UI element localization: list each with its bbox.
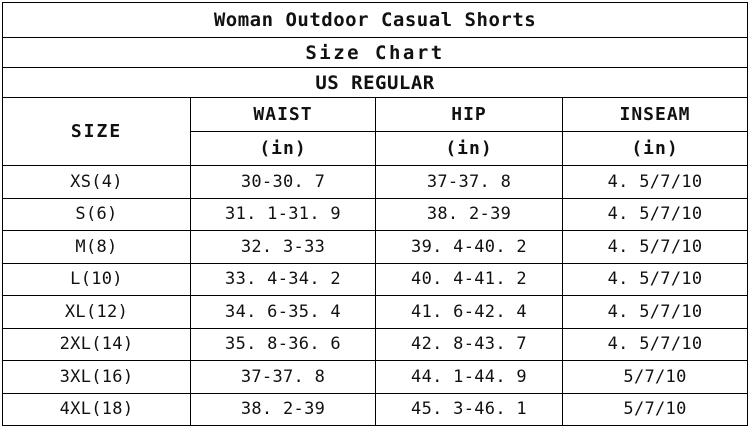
cell-inseam: 4. 5/7/10 — [561, 295, 749, 329]
cell-hip: 40. 4-41. 2 — [375, 262, 563, 296]
cell-inseam: 5/7/10 — [561, 392, 749, 426]
table-row: 3XL(16) 37-37. 8 44. 1-44. 9 5/7/10 — [2, 360, 749, 394]
header-row-units: (in) (in) (in) — [3, 131, 749, 166]
cell-hip: 38. 2-39 — [375, 197, 563, 231]
region-row: US REGULAR — [1, 67, 749, 98]
header-waist-unit: (in) — [190, 131, 376, 166]
title-row: Woman Outdoor Casual Shorts — [1, 2, 749, 38]
header-hip: HIP — [375, 97, 563, 132]
header-size: SIZE — [2, 97, 191, 166]
cell-size: XS(4) — [2, 165, 191, 199]
cell-waist: 35. 8-36. 6 — [190, 327, 376, 361]
cell-waist: 34. 6-35. 4 — [190, 295, 376, 329]
chart-subtitle: Size Chart — [1, 37, 749, 68]
cell-inseam: 4. 5/7/10 — [561, 197, 749, 231]
cell-waist: 32. 3-33 — [190, 230, 376, 264]
table-row: L(10) 33. 4-34. 2 40. 4-41. 2 4. 5/7/10 — [2, 262, 749, 296]
cell-size: 2XL(14) — [2, 327, 191, 361]
cell-waist: 33. 4-34. 2 — [190, 262, 376, 296]
header-waist: WAIST — [190, 97, 376, 132]
cell-waist: 30-30. 7 — [190, 165, 376, 199]
cell-waist: 31. 1-31. 9 — [190, 197, 376, 231]
cell-inseam: 4. 5/7/10 — [561, 262, 749, 296]
product-title: Woman Outdoor Casual Shorts — [1, 2, 749, 38]
table-row: 2XL(14) 35. 8-36. 6 42. 8-43. 7 4. 5/7/1… — [2, 327, 749, 361]
cell-hip: 42. 8-43. 7 — [375, 327, 563, 361]
table-row: 4XL(18) 38. 2-39 45. 3-46. 1 5/7/10 — [2, 392, 749, 426]
header-inseam-unit: (in) — [561, 131, 749, 166]
cell-hip: 44. 1-44. 9 — [375, 360, 563, 394]
header-row-primary: SIZE WAIST HIP INSEAM — [2, 97, 749, 166]
cell-hip: 37-37. 8 — [375, 165, 563, 199]
table-row: M(8) 32. 3-33 39. 4-40. 2 4. 5/7/10 — [2, 230, 749, 264]
cell-waist: 38. 2-39 — [190, 392, 376, 426]
header-hip-unit: (in) — [375, 131, 563, 166]
cell-waist: 37-37. 8 — [190, 360, 376, 394]
cell-size: 4XL(18) — [2, 392, 191, 426]
table-row: S(6) 31. 1-31. 9 38. 2-39 4. 5/7/10 — [2, 197, 749, 231]
cell-hip: 45. 3-46. 1 — [375, 392, 563, 426]
cell-size: M(8) — [2, 230, 191, 264]
cell-size: S(6) — [2, 197, 191, 231]
cell-size: XL(12) — [2, 295, 191, 329]
subtitle-row: Size Chart — [1, 37, 749, 68]
cell-inseam: 5/7/10 — [561, 360, 749, 394]
cell-hip: 39. 4-40. 2 — [375, 230, 563, 264]
cell-inseam: 4. 5/7/10 — [561, 327, 749, 361]
header-inseam: INSEAM — [561, 97, 749, 132]
region-label: US REGULAR — [1, 67, 749, 98]
table-row: XL(12) 34. 6-35. 4 41. 6-42. 4 4. 5/7/10 — [2, 295, 749, 329]
cell-hip: 41. 6-42. 4 — [375, 295, 563, 329]
cell-inseam: 4. 5/7/10 — [561, 165, 749, 199]
cell-size: L(10) — [2, 262, 191, 296]
cell-inseam: 4. 5/7/10 — [561, 230, 749, 264]
table-row: XS(4) 30-30. 7 37-37. 8 4. 5/7/10 — [2, 165, 749, 199]
cell-size: 3XL(16) — [2, 360, 191, 394]
